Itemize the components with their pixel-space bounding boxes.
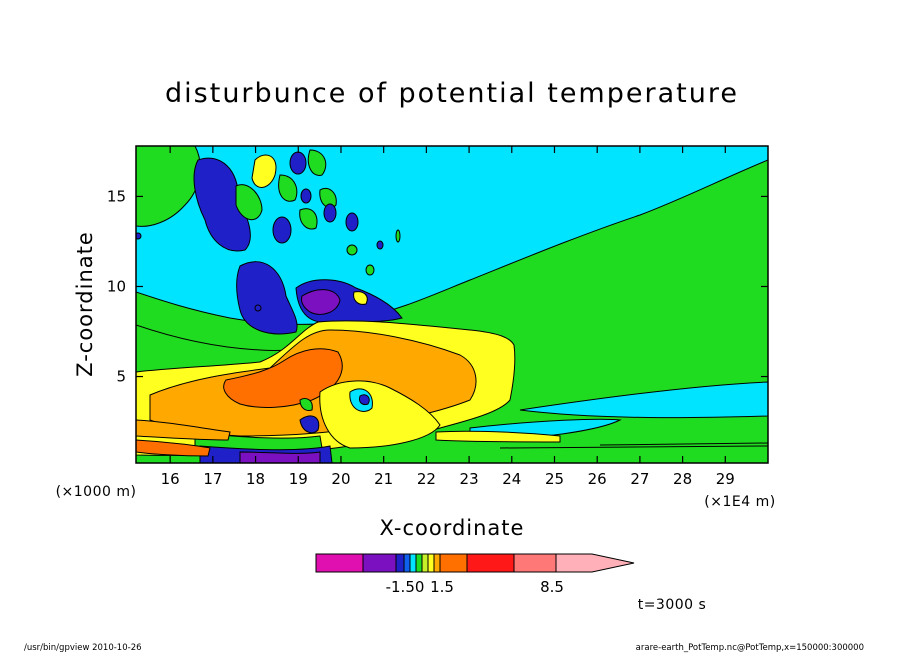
- colorbar-tick-label: -1.50: [386, 578, 425, 596]
- colorbar-segment: [362, 553, 397, 573]
- x-tick-label: 16: [161, 470, 180, 488]
- x-tick-label: 29: [716, 470, 735, 488]
- y-tick-label: 10: [107, 277, 126, 295]
- colorbar-labels: -1.50 1.5 8.5: [386, 578, 564, 596]
- colorbar-segment: [439, 553, 468, 573]
- x-tick-label: 28: [673, 470, 692, 488]
- y-axis-label: Z-coordinate: [73, 231, 97, 377]
- x-axis-unit: (×1E4 m): [704, 494, 775, 510]
- y-tick-label: 15: [107, 187, 126, 205]
- y-axis-ticks: 5 10 15: [107, 187, 768, 386]
- x-axis-ticks: 16 17 18 19 20 21 22 23 24 25 26 27 28 29: [161, 146, 735, 488]
- colorbar-segment: [555, 553, 635, 573]
- colorbar-segment: [395, 553, 405, 573]
- colorbar-tick-label: 1.5: [430, 578, 454, 596]
- colorbar-segment: [415, 553, 423, 573]
- time-label: t=3000 s: [638, 597, 707, 613]
- x-tick-label: 19: [289, 470, 308, 488]
- contour-field: [136, 146, 768, 463]
- plot-frame: [135, 145, 769, 464]
- colorbar-segment: [315, 553, 364, 573]
- colorbar-segment: [513, 553, 557, 573]
- x-tick-label: 22: [417, 470, 436, 488]
- colorbar-segment: [433, 553, 441, 573]
- y-tick-label: 5: [116, 368, 126, 386]
- footer-right: arare-earth_PotTemp.nc@PotTemp,x=150000:…: [636, 643, 864, 653]
- x-tick-label: 27: [630, 470, 649, 488]
- chart-title: disturbunce of potential temperature: [165, 78, 739, 109]
- colorbar-segment: [409, 553, 417, 573]
- y-axis-unit: (×1000 m): [56, 484, 137, 500]
- x-tick-label: 26: [588, 470, 607, 488]
- x-tick-label: 25: [545, 470, 564, 488]
- x-tick-label: 17: [203, 470, 222, 488]
- colorbar-segment: [427, 553, 435, 573]
- colorbar-segment: [421, 553, 429, 573]
- x-tick-label: 24: [502, 470, 521, 488]
- colorbar-tick-label: 8.5: [540, 578, 564, 596]
- colorbar: [315, 553, 635, 573]
- x-tick-label: 21: [374, 470, 393, 488]
- x-axis-label: X-coordinate: [380, 516, 525, 540]
- colorbar-segment: [403, 553, 411, 573]
- x-tick-label: 18: [246, 470, 265, 488]
- footer-left: /usr/bin/gpview 2010-10-26: [24, 643, 142, 653]
- colorbar-segment: [466, 553, 515, 573]
- x-tick-label: 23: [460, 470, 479, 488]
- x-tick-label: 20: [331, 470, 350, 488]
